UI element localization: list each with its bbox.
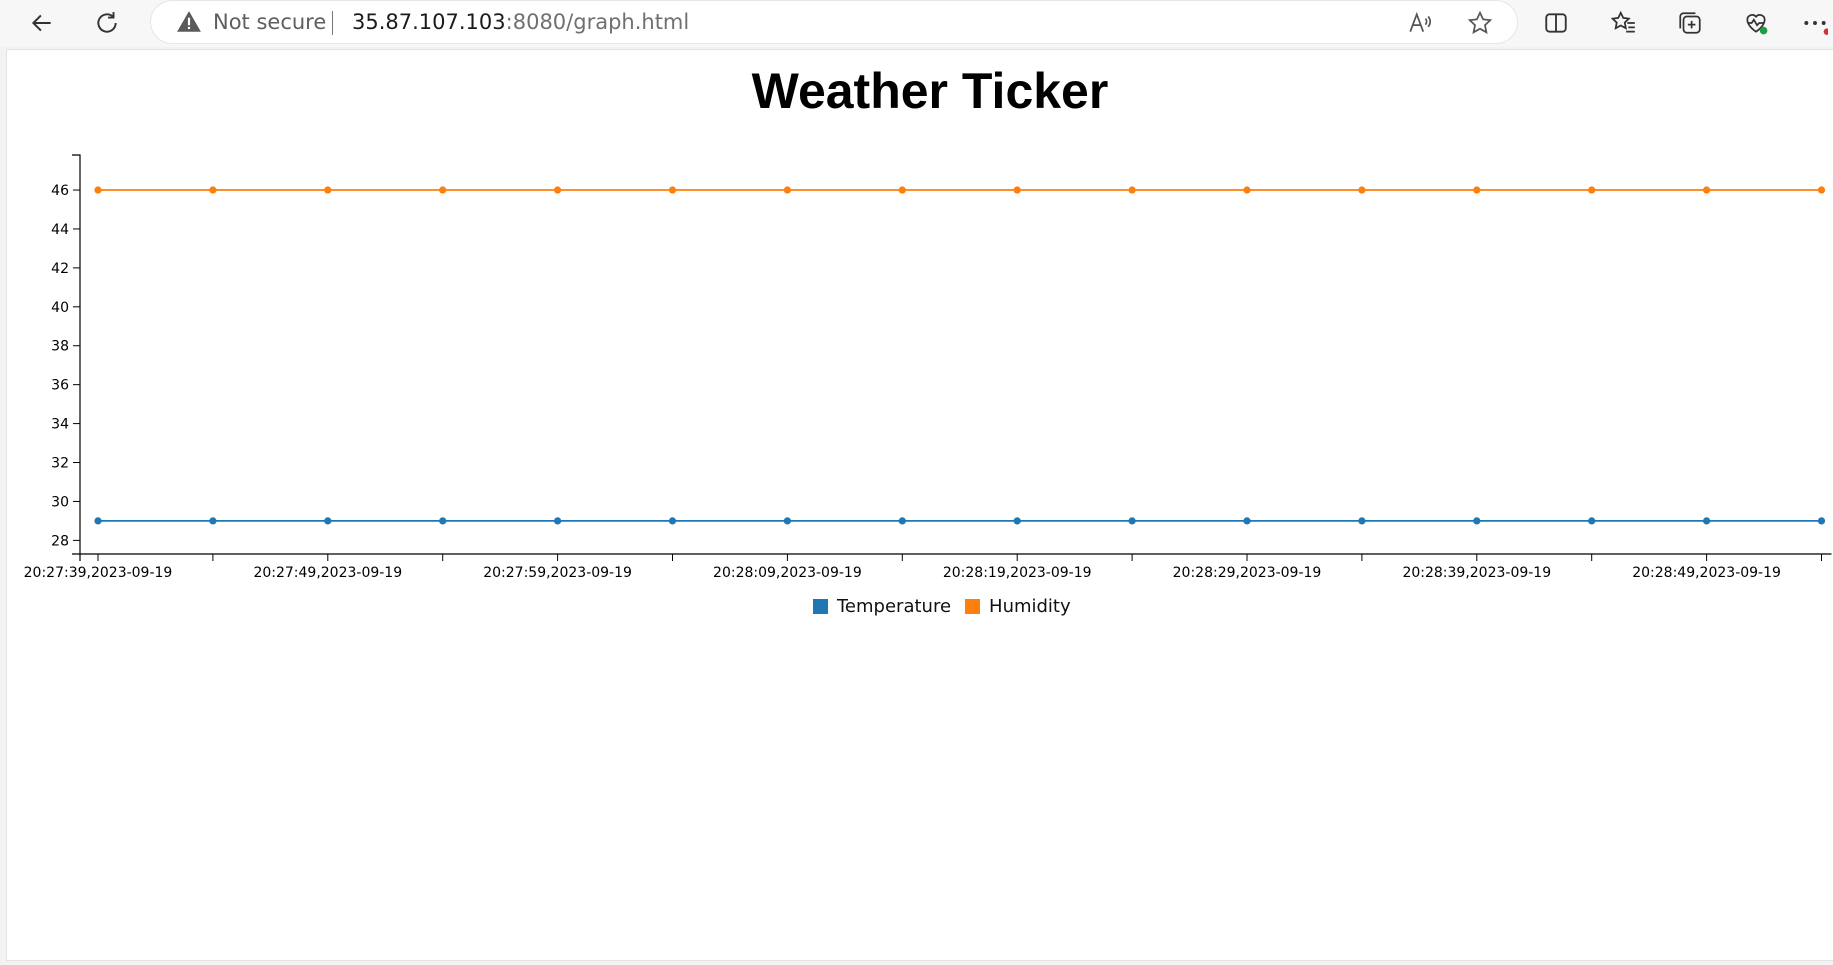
page-content: Weather Ticker 28 30 32 34 36 38 40 42 44 46 20:2… [6, 49, 1833, 961]
favorites-button[interactable] [1604, 4, 1644, 42]
x-tick-label: 20:28:19,2023-09-19 [943, 565, 1092, 581]
warning-icon[interactable] [175, 9, 203, 35]
temperature-swatch [813, 598, 828, 614]
page-title: Weather Ticker [751, 63, 1109, 119]
humidity-point [1128, 186, 1136, 194]
more-icon [1804, 21, 1828, 35]
security-label[interactable]: Not secure [213, 10, 327, 34]
temperature-point [898, 517, 906, 525]
heart-pulse-icon [1746, 14, 1768, 35]
humidity-point [898, 186, 906, 194]
favorites-icon [1611, 10, 1635, 33]
temperature-point [439, 517, 447, 525]
split-screen-icon [1545, 13, 1567, 33]
split-screen-button[interactable] [1536, 4, 1576, 42]
humidity-point [1703, 186, 1711, 194]
y-tick-label: 34 [51, 417, 69, 433]
refresh-button[interactable] [87, 4, 127, 42]
browser-essentials-button[interactable] [1736, 4, 1776, 42]
back-button[interactable] [22, 4, 62, 42]
x-tick-label: 20:27:49,2023-09-19 [253, 565, 402, 581]
temperature-point [94, 517, 102, 525]
y-axis-line [72, 154, 81, 555]
chart-legend: Temperature Humidity [813, 594, 1085, 618]
x-tick-label: 20:28:09,2023-09-19 [713, 565, 862, 581]
y-tick-label: 32 [51, 456, 69, 472]
read-aloud-button[interactable] [1406, 9, 1434, 37]
x-tick-label: 20:28:29,2023-09-19 [1173, 565, 1322, 581]
humidity-point [1588, 186, 1596, 194]
y-tick-label: 30 [51, 494, 69, 510]
humidity-point [1013, 186, 1021, 194]
humidity-point [209, 186, 217, 194]
y-tick-label: 38 [51, 339, 69, 355]
temperature-point [1013, 517, 1021, 525]
humidity-point [1473, 186, 1481, 194]
favorite-button[interactable] [1466, 9, 1494, 37]
x-tick-label: 20:27:59,2023-09-19 [483, 565, 632, 581]
address-divider [332, 11, 333, 35]
y-tick-label: 44 [51, 222, 69, 238]
legend-item-temperature: Temperature [813, 596, 951, 617]
temperature-point [783, 517, 792, 525]
temperature-point [1703, 517, 1711, 525]
x-axis: 20:27:39,2023-09-19 20:27:49,2023-09-19 20… [24, 553, 1832, 581]
collections-button[interactable] [1670, 4, 1710, 42]
x-tick-label: 20:28:49,2023-09-19 [1632, 565, 1781, 581]
temperature-point [1358, 517, 1366, 525]
temperature-point [1243, 517, 1251, 525]
temperature-point [1128, 517, 1136, 525]
read-aloud-icon [1409, 11, 1432, 32]
url-text[interactable]: 35.87.107.103:8080/graph.html [352, 10, 689, 34]
legend-label-temperature: Temperature [837, 595, 952, 617]
star-icon [1467, 10, 1493, 34]
temperature-point [209, 517, 217, 525]
temperature-point [324, 517, 332, 525]
humidity-point [94, 186, 102, 194]
url-host: 35.87.107.103 [352, 10, 506, 34]
humidity-point [324, 186, 332, 194]
refresh-icon [97, 12, 117, 33]
temperature-point [1588, 517, 1596, 525]
collections-icon [1679, 12, 1701, 34]
x-tick-label: 20:28:39,2023-09-19 [1402, 565, 1551, 581]
humidity-point [668, 186, 677, 194]
weather-line-chart: 28 30 32 34 36 38 40 42 44 46 20:27:39,2023-09-19… [24, 154, 1832, 581]
humidity-point [1243, 186, 1251, 194]
legend-item-humidity: Humidity [965, 596, 1071, 617]
y-tick-label: 40 [51, 300, 69, 316]
x-tick-label: 20:27:39,2023-09-19 [24, 565, 173, 581]
more-options-button[interactable] [1797, 4, 1833, 42]
humidity-point [783, 186, 792, 194]
temperature-point [668, 517, 677, 525]
url-path: :8080/graph.html [505, 10, 690, 34]
x-axis-line [79, 553, 1832, 561]
y-axis: 28 30 32 34 36 38 40 42 44 46 [51, 154, 81, 555]
temperature-point [1473, 517, 1481, 525]
legend-label-humidity: Humidity [989, 595, 1071, 617]
address-bar[interactable]: Not secure 35.87.107.103:8080/graph.html [151, 1, 1517, 43]
y-tick-label: 42 [51, 261, 69, 277]
browser-toolbar: Not secure 35.87.107.103:8080/graph.html [0, 0, 1833, 47]
back-arrow-icon [31, 14, 51, 32]
series-layer [94, 186, 1826, 525]
humidity-point [1358, 186, 1366, 194]
humidity-point [554, 186, 562, 194]
humidity-swatch [965, 598, 981, 614]
temperature-point [1817, 517, 1826, 525]
y-tick-label: 46 [51, 183, 69, 199]
humidity-point [1817, 186, 1826, 194]
humidity-point [439, 186, 447, 194]
y-tick-label: 28 [51, 533, 69, 549]
y-tick-label: 36 [51, 378, 69, 394]
temperature-point [554, 517, 562, 525]
